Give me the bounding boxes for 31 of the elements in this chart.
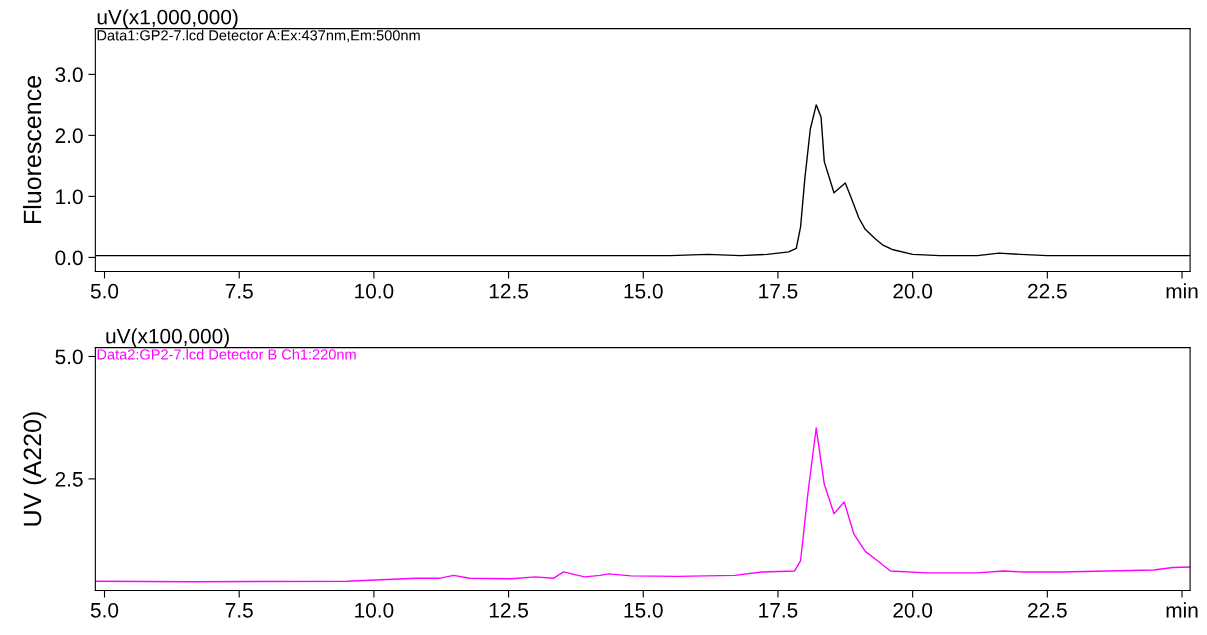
text: Data1:GP2-7.lcd Detector A:Ex:437nm,Em:500nm (97, 29, 420, 43)
text: Data2:GP2-7.lcd Detector B Ch1:220nm (97, 348, 356, 360)
x-tick-label: 20.0 (893, 602, 933, 618)
x-tick-label: 17.5 (759, 603, 798, 618)
x-tick-label: 10.0 (355, 283, 394, 299)
x-tick-label: 7.5 (225, 284, 253, 299)
x-tick-label: 15.0 (624, 602, 663, 618)
line-series (95, 427, 1191, 583)
y-tick-label: 3.0 (55, 67, 83, 83)
y-axis-title: UV (A220) (22, 412, 47, 526)
y-tick-label: 2.0 (55, 128, 83, 144)
x-tick-label: min (1166, 283, 1198, 299)
text: uV(x100,000) (106, 328, 229, 348)
x-tick-label: 20.0 (893, 283, 933, 299)
text: uV(x1,000,000) (97, 9, 238, 29)
x-tick-label: 7.5 (225, 603, 253, 618)
x-tick-label: 22.5 (1028, 283, 1067, 299)
y-tick-label: 5.0 (55, 349, 83, 365)
y-axis-title: Fluorescence (22, 76, 42, 223)
y-tick-label: 1.0 (56, 189, 83, 205)
x-tick-label: 10.0 (355, 602, 394, 618)
y-tick-label: 2.5 (55, 471, 83, 487)
x-tick-label: 5.0 (90, 283, 119, 299)
x-tick-label: 5.0 (90, 602, 119, 618)
y-tick-label: 0.0 (55, 250, 83, 266)
x-tick-label: 22.5 (1028, 602, 1067, 618)
x-tick-label: 15.0 (624, 283, 663, 299)
x-tick-label: 17.5 (759, 284, 798, 299)
x-tick-label: 12.5 (489, 602, 528, 618)
x-tick-label: 12.5 (489, 283, 528, 299)
x-tick-label: min (1166, 602, 1198, 618)
